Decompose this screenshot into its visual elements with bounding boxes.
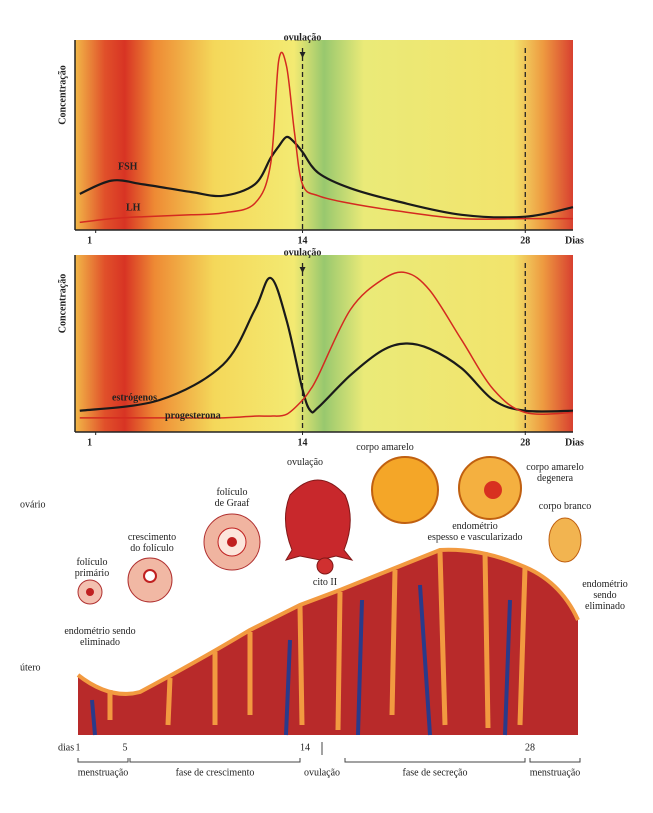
series-line (79, 276, 574, 414)
timeline-phase: ovulação (304, 767, 340, 778)
oocyte-ii (316, 557, 334, 575)
x-axis-label: Dias (565, 235, 584, 246)
series-line (79, 135, 574, 219)
timeline-phase: fase de secreção (403, 767, 468, 778)
y-axis-label: Concentração (57, 65, 68, 124)
chart: ovulação estrógenos progesterona 1 14 28 Dias C… (57, 247, 584, 448)
series-line (79, 51, 573, 224)
endometrium (78, 549, 578, 735)
oocyte (227, 537, 237, 547)
stage-label-line: sendo (593, 590, 616, 601)
stage-label-line: crescimento (128, 532, 176, 543)
x-tick-label: 28 (520, 235, 530, 246)
x-tick-label: 14 (298, 437, 308, 448)
uterus-label: útero (20, 662, 41, 673)
ovary-label: ovário (20, 499, 46, 510)
y-axis-label: Concentração (57, 274, 68, 333)
timeline-braces (77, 742, 581, 763)
timeline-phase: menstruação (530, 767, 581, 778)
x-axis-label: Dias (565, 437, 584, 448)
timeline-day: 5 (123, 742, 128, 753)
timeline-phase: menstruação (78, 767, 129, 778)
glands (107, 551, 528, 731)
stage-label-line: corpo branco (539, 501, 591, 512)
corpus-albicans (548, 517, 582, 563)
timeline-label: dias (58, 742, 74, 753)
stage-label: corpo amarelo (356, 442, 413, 453)
chart: ovulação FSH LH 1 14 28 Dias Concentração (57, 32, 584, 246)
corpus-luteum (371, 456, 439, 524)
stage-label-line: endométrio (452, 521, 498, 532)
x-tick-label: 28 (520, 437, 530, 448)
stage-label-line: eliminado (585, 601, 625, 612)
stage-label-line: corpo amarelo (526, 462, 583, 473)
stage-label-line: corpo amarelo (356, 442, 413, 453)
timeline-phase: fase de crescimento (176, 767, 255, 778)
stage-label-line: primário (75, 568, 109, 579)
stage-label: corpo amarelo degenera (526, 462, 583, 484)
stage-label: crescimento do folículo (128, 532, 176, 554)
stage-label: ovulação (287, 457, 323, 468)
stage-label-line: de Graaf (215, 498, 250, 509)
stage-label-line: do folículo (130, 543, 174, 554)
annotation-arrow (299, 52, 306, 58)
stage-label: endométrio espesso e vascularizado (428, 521, 523, 543)
stage-label-line: espesso e vascularizado (428, 532, 523, 543)
vessels (90, 584, 512, 736)
series-label: progesterona (165, 410, 221, 421)
oocyte (86, 588, 94, 596)
annotation: ovulação (284, 247, 322, 258)
oocyte (143, 569, 157, 583)
center (484, 481, 502, 499)
timeline-day: 14 (300, 742, 310, 753)
series-label: FSH (118, 161, 138, 172)
stage-label: cito II (313, 577, 337, 588)
endometrium-surface (76, 547, 580, 696)
series-line (79, 271, 574, 419)
series-label: LH (126, 202, 141, 213)
stage-label: corpo branco (539, 501, 591, 512)
x-tick-label: 14 (298, 235, 308, 246)
stage-label: endométrio sendo eliminado (64, 626, 135, 648)
annotation-arrow (299, 267, 306, 273)
stage-label: folículo primário (75, 557, 109, 579)
series-label: estrógenos (112, 392, 157, 403)
stage-label-line: ovulação (287, 457, 323, 468)
stage-label-line: eliminado (80, 637, 120, 648)
timeline-day: 28 (525, 742, 535, 753)
stage-label-line: endométrio (582, 579, 628, 590)
x-tick-label: 1 (87, 437, 92, 448)
plot-background (75, 40, 573, 230)
stage-label: folículo de Graaf (215, 487, 250, 509)
stage-label-line: cito II (313, 577, 337, 588)
stage-label: endométrio sendo eliminado (582, 579, 628, 612)
stage-label-line: degenera (537, 473, 574, 484)
x-tick-label: 1 (87, 235, 92, 246)
stage-label-line: folículo (76, 557, 107, 568)
timeline-day: 1 (76, 742, 81, 753)
stage-label-line: endométrio sendo (64, 626, 135, 637)
plot-background (75, 255, 573, 432)
stage-label-line: folículo (216, 487, 247, 498)
ovulation-follicle (284, 479, 354, 561)
annotation: ovulação (284, 32, 322, 43)
